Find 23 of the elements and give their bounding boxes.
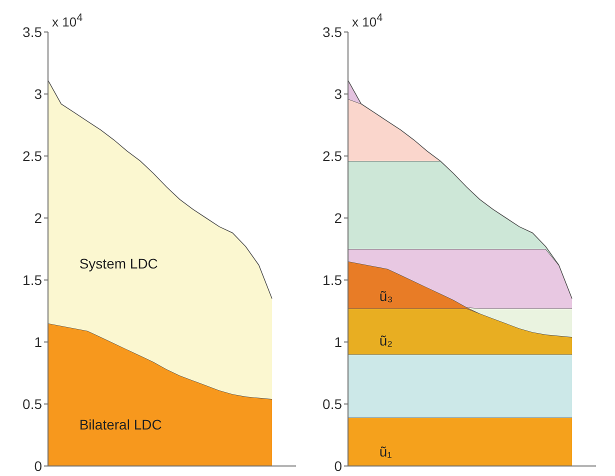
series-label: ũ₂ bbox=[379, 332, 393, 349]
y-tick-label: 0 bbox=[334, 458, 342, 474]
y-tick-label: 2.5 bbox=[322, 148, 342, 164]
series-label: ũ₃ bbox=[379, 288, 393, 304]
series-label: System LDC bbox=[79, 256, 158, 272]
y-tick-label: 0.5 bbox=[322, 396, 342, 412]
y-tick-label: 1 bbox=[34, 334, 42, 350]
text: x 10$^{4}$ bbox=[52, 12, 83, 30]
y-tick-label: 2 bbox=[334, 210, 342, 226]
y-tick-label: 0 bbox=[34, 458, 42, 474]
y-tick-label: 1.5 bbox=[322, 272, 342, 288]
text: x 10$^{4}$ bbox=[352, 12, 383, 30]
y-tick-label: 3.5 bbox=[322, 24, 342, 40]
series-label: ũ₁ bbox=[379, 443, 392, 460]
series-label: Bilateral LDC bbox=[79, 416, 162, 433]
y-tick-label: 2 bbox=[34, 210, 42, 226]
y-tick-label: 1.5 bbox=[22, 272, 42, 288]
y-tick-label: 0.5 bbox=[22, 396, 42, 412]
y-tick-label: 3 bbox=[34, 86, 42, 102]
y-tick-label: 3.5 bbox=[22, 24, 42, 40]
y-tick-label: 1 bbox=[334, 334, 342, 350]
y-tick-label: 2.5 bbox=[22, 148, 42, 164]
y-tick-label: 3 bbox=[334, 86, 342, 102]
